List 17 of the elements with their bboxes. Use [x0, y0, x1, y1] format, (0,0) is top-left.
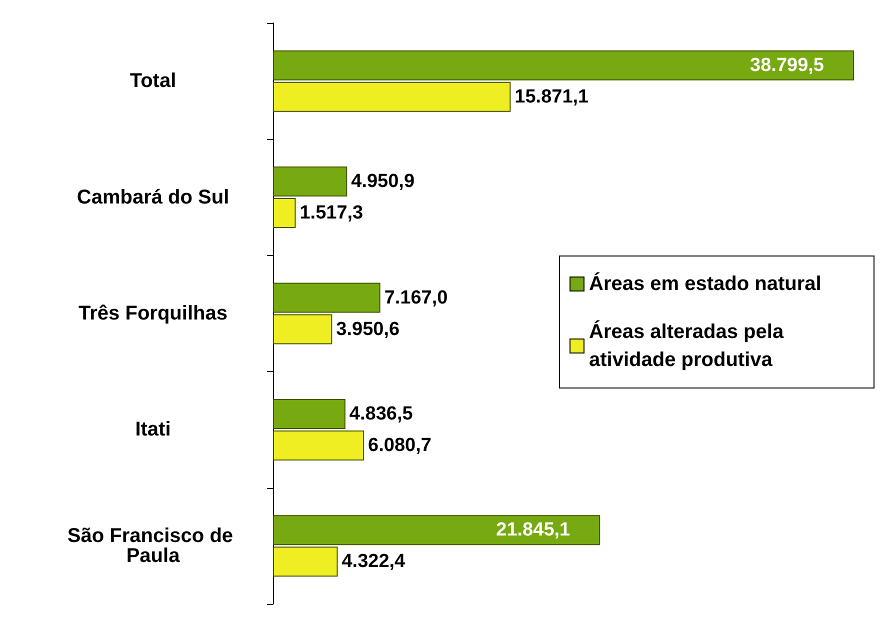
data-label: 3.950,6 — [336, 318, 400, 340]
data-label: 1.517,3 — [300, 202, 364, 224]
y-tick-label: São Francisco de Paula — [67, 524, 239, 567]
y-tick-label: Cambará do Sul — [76, 186, 230, 208]
y-tick-label: Três Forquilhas — [78, 302, 228, 324]
legend-label: Áreas alteradas pela atividade produtiva — [589, 320, 790, 371]
data-label: 4.836,5 — [349, 403, 414, 424]
data-label: 38.799,5 — [750, 54, 824, 76]
data-label: 4.950,9 — [351, 171, 415, 192]
data-label: 6.080,7 — [368, 434, 432, 456]
y-tick-label: Itati — [135, 418, 171, 441]
legend-label: Áreas em estado natural — [589, 272, 822, 295]
data-label: 15.871,1 — [514, 86, 590, 108]
data-label: 7.167,0 — [384, 287, 448, 308]
y-tick-label: Total — [130, 70, 176, 92]
data-label: 4.322,4 — [342, 551, 406, 572]
data-label: 21.845,1 — [496, 520, 571, 541]
